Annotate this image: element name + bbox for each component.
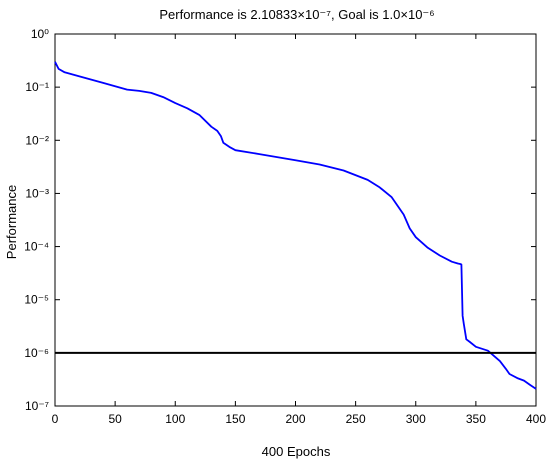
x-tick-label: 300	[406, 412, 426, 426]
y-tick-label: 10⁻³	[25, 186, 49, 200]
plot-area	[54, 33, 537, 407]
y-tick-label: 10⁻⁶	[24, 346, 49, 360]
x-tick-label: 250	[346, 412, 366, 426]
y-tick-label: 10⁻¹	[25, 80, 49, 94]
x-tick-label: 150	[225, 412, 245, 426]
performance-line	[54, 61, 537, 390]
y-axis-label: Performance	[4, 185, 19, 259]
y-tick-label: 10⁰	[31, 27, 49, 41]
x-tick-label: 50	[108, 412, 122, 426]
x-axis-label: 400 Epochs	[262, 444, 331, 459]
x-tick-label: 350	[466, 412, 486, 426]
chart-title: Performance is 2.10833×10⁻⁷, Goal is 1.0…	[159, 7, 434, 22]
y-tick-label: 10⁻⁵	[24, 293, 49, 307]
y-tick-label: 10⁻²	[25, 133, 49, 147]
x-tick-label: 100	[165, 412, 185, 426]
x-tick-label: 0	[52, 412, 59, 426]
x-axis: 0 50 100 150 200 250 300 350 400	[52, 34, 546, 426]
x-tick-label: 200	[285, 412, 305, 426]
series-layer	[54, 61, 537, 390]
x-tick-label: 400	[526, 412, 546, 426]
y-tick-label: 10⁻⁴	[24, 240, 49, 254]
y-tick-label: 10⁻⁷	[25, 399, 49, 413]
y-axis: 10⁰ 10⁻¹ 10⁻² 10⁻³ 10⁻⁴ 10⁻⁵ 10⁻⁶ 10⁻⁷	[24, 27, 536, 413]
